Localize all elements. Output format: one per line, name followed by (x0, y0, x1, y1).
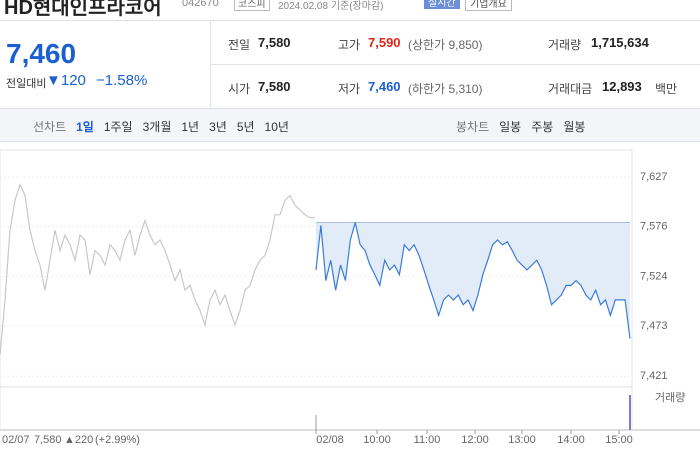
change-rate: −1.58% (96, 72, 148, 89)
change: ▼120 (46, 72, 86, 89)
company-dropdown[interactable]: 기업개요 (465, 0, 512, 11)
change-label: 전일대비 (6, 78, 47, 90)
summary-label: 저가 (338, 82, 361, 96)
candle-tab[interactable]: 주봉 (531, 120, 554, 134)
period-tab[interactable]: 1일 (76, 120, 94, 134)
area-fill (316, 222, 630, 339)
summary-value: 7,460 (368, 79, 401, 94)
summary-label: 거래대금 (548, 82, 593, 96)
summary-label: 전일 (228, 38, 251, 52)
period-tab[interactable]: 1주일 (103, 120, 133, 134)
summary-unit: 백만 (655, 82, 678, 96)
price-line (315, 222, 631, 339)
y-tick-label: 7,473 (640, 320, 668, 332)
x-tick-label: 11:00 (414, 434, 441, 446)
x-tick-label: 02/08 (316, 434, 344, 446)
summary-label: 거래량 (548, 38, 582, 52)
summary-value: 7,580 (258, 35, 291, 50)
current-price: 7,460 (6, 38, 77, 69)
summary-note: (하한가 5,310) (408, 82, 483, 96)
price-line (0, 183, 315, 356)
summary-note: (상한가 9,850) (408, 38, 483, 52)
y-tick-label: 7,524 (640, 271, 668, 283)
x-tick-label: 10:00 (363, 434, 391, 446)
toolbar: 선차트 1일 1주일 3개월 1년 3년 5년 10년 봉차트 일봉 주봉 월봉 (0, 108, 700, 142)
x-tick-label: 12:00 (461, 434, 489, 446)
x-tick-label: 13:00 (508, 434, 536, 446)
prev-price: 7,580 (34, 434, 62, 446)
summary-label: 고가 (338, 38, 361, 52)
y-tick-label: 7,627 (640, 171, 668, 183)
x-tick-label: 14:00 (557, 434, 585, 446)
volume-label: 거래량 (655, 391, 685, 404)
period-tab[interactable]: 3개월 (142, 120, 172, 134)
candle-tab[interactable]: 월봉 (563, 120, 586, 134)
plot-frame (0, 149, 633, 431)
summary-value: 7,590 (368, 35, 401, 50)
prev-change: ▲220 (64, 434, 93, 446)
summary-label: 시가 (228, 82, 251, 96)
stock-name: HD현대인프라코어 (4, 0, 162, 19)
period-tab[interactable]: 3년 (209, 120, 227, 134)
period-tab[interactable]: 5년 (236, 120, 255, 134)
prev-rate: (+2.99%) (95, 434, 140, 446)
realtime-badge[interactable]: 실시간 (424, 0, 460, 9)
prev-date: 02/07 (2, 434, 30, 446)
y-tick-label: 7,576 (640, 220, 668, 232)
candle-chart-label[interactable]: 봉차트 (456, 120, 490, 134)
y-tick-label: 7,421 (640, 370, 668, 382)
x-tick-label: 15:00 (605, 434, 633, 446)
period-tab[interactable]: 1년 (181, 120, 200, 134)
base-date: 2024.02.08 기준(장마감) (278, 1, 384, 12)
market-badge: 코스피 (234, 0, 270, 11)
summary-value: 12,893 (602, 79, 642, 94)
candle-tab[interactable]: 일봉 (499, 120, 522, 134)
period-tab[interactable]: 10년 (264, 120, 289, 134)
summary-value: 1,715,634 (591, 35, 649, 50)
stock-code: 042670 (182, 0, 219, 9)
line-chart-label[interactable]: 선차트 (33, 120, 67, 134)
summary-value: 7,580 (258, 79, 291, 94)
